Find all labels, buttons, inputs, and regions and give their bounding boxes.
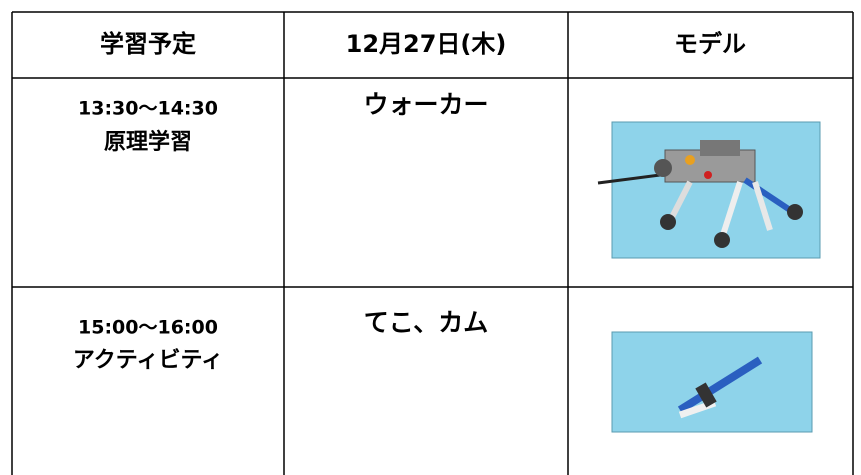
header-cell: 12月27日(木) (346, 30, 507, 58)
session-label: 原理学習 (104, 129, 192, 155)
time-range: 13:30～14:30 (78, 98, 218, 120)
header-cell: モデル (674, 30, 746, 58)
table-grid (11, 11, 854, 475)
model-name: ウォーカー (363, 90, 488, 119)
model-name: てこ、カム (364, 308, 489, 337)
session-label: アクティビティ (73, 348, 223, 373)
model-image (611, 331, 813, 433)
time-range: 15:00～16:00 (78, 317, 218, 339)
model-image (597, 121, 821, 259)
header-cell: 学習予定 (100, 30, 196, 58)
